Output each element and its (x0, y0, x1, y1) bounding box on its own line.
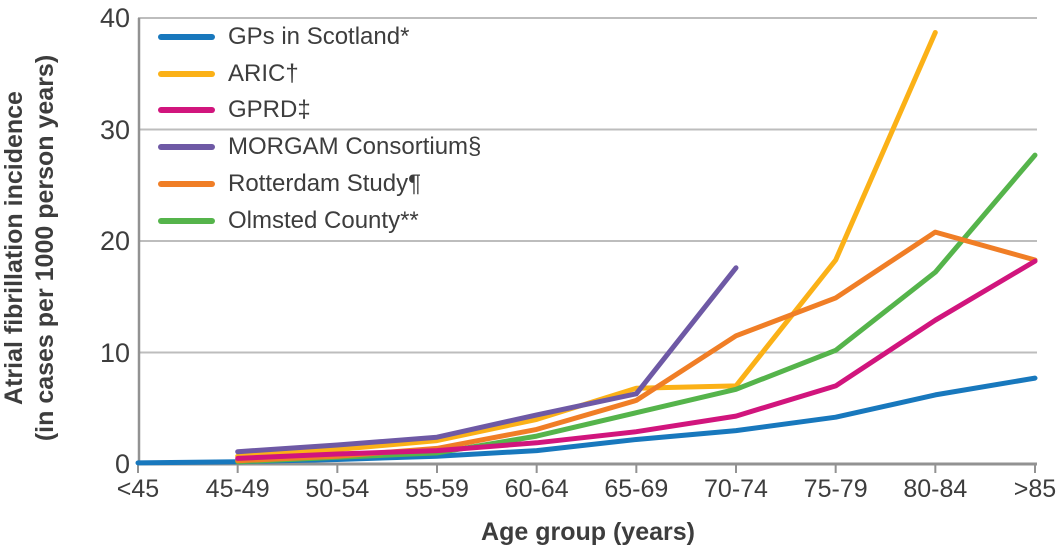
y-tick-label-20: 20 (99, 226, 130, 256)
y-tick-label-30: 30 (99, 114, 130, 145)
y-axis-title: Atrial fibrillation incidence (in cases … (0, 38, 65, 458)
legend-label: GPRD‡ (228, 96, 311, 124)
legend-swatch-icon (158, 144, 215, 151)
x-tick-label-9: >85 (1013, 475, 1057, 503)
legend-swatch-icon (158, 107, 215, 114)
legend-swatch-icon (158, 70, 215, 77)
y-tick-label-40: 40 (99, 3, 130, 33)
x-tick-label-4: 60-64 (504, 475, 569, 503)
legend-label: Rotterdam Study¶ (228, 169, 421, 197)
series-line-3 (235, 265, 739, 455)
legend-swatch-icon (158, 217, 215, 224)
x-tick-label-3: 55-59 (405, 475, 469, 503)
y-tick-label-10: 10 (99, 337, 130, 368)
x-tick-label-0: <45 (116, 475, 160, 503)
legend-swatch-icon (158, 180, 215, 187)
x-tick-label-2: 50-54 (305, 475, 370, 503)
legend-swatch-icon (158, 34, 215, 40)
x-tick-label-6: 70-74 (704, 475, 768, 503)
legend-label: ARIC† (228, 59, 299, 87)
x-tick-label-8: 80-84 (903, 475, 968, 503)
x-tick-label-5: 65-69 (604, 475, 669, 503)
series-line-5 (235, 152, 1038, 465)
legend-label: GPs in Scotland* (228, 23, 410, 50)
series-line-1 (235, 30, 938, 459)
series-line-2 (235, 258, 1038, 461)
y-axis-title-line2: (in cases per 1000 person years) (31, 54, 59, 442)
x-tick-label-7: 75-79 (803, 475, 868, 503)
y-tick-label-0: 0 (114, 449, 130, 479)
series-line-4 (235, 229, 1038, 464)
legend-label: Olmsted County** (228, 206, 419, 234)
y-axis-title-line1: Atrial fibrillation incidence (0, 91, 28, 405)
x-tick-label-1: 45-49 (205, 475, 270, 503)
legend-label: MORGAM Consortium§ (228, 133, 482, 161)
x-axis-title: Age group (years) (481, 518, 695, 546)
